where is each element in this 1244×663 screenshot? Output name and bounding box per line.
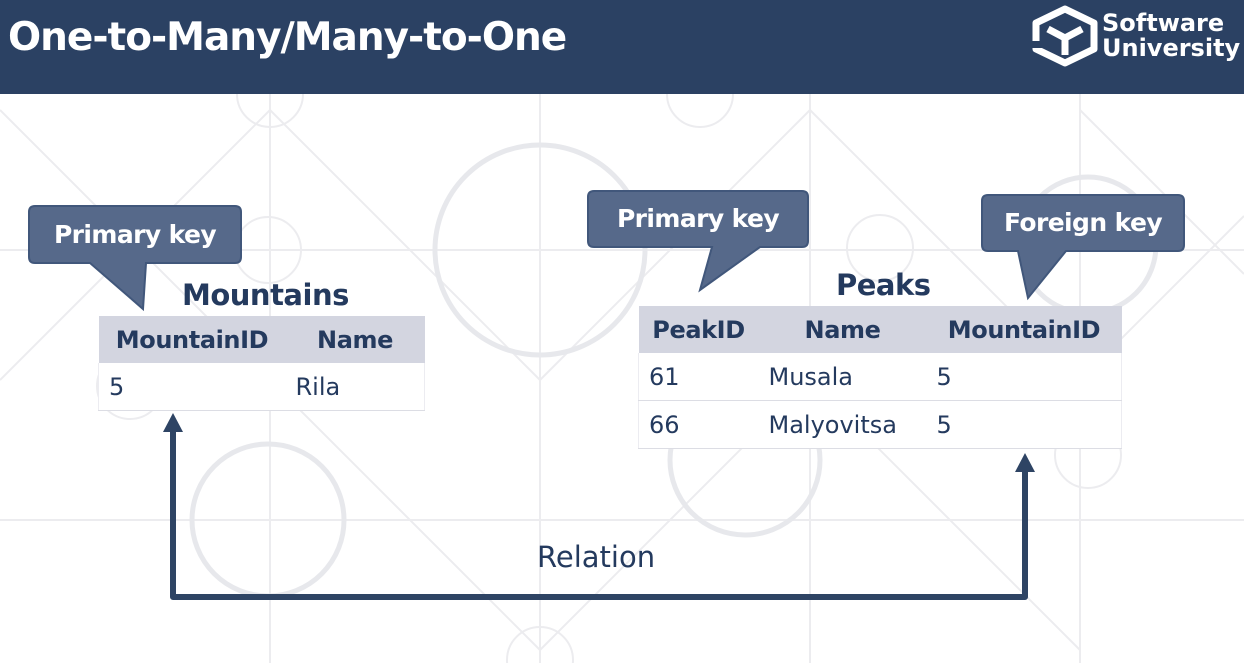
relation-label: Relation [537,540,656,574]
slide-title: One-to-Many/Many-to-One [8,15,567,60]
peaks-cell-mountain-id: 5 [926,400,1122,449]
peaks-primary-key-label: Primary key [616,204,780,233]
peaks-header-row: PeakID Name MountainID [638,306,1122,353]
mountains-column-header: MountainID [98,316,286,363]
mountains-table-title: Mountains [182,278,349,312]
peaks-column-header: Name [758,306,927,353]
peaks-cell-peak-id: 61 [638,353,759,401]
slide-header: One-to-Many/Many-to-One Software Univers… [0,0,1244,94]
table-row: 66 Malyovitsa 5 [638,400,1122,449]
peaks-cell-name: Malyovitsa [758,400,927,449]
logo-line-2: University [1102,34,1241,62]
table-row: 61 Musala 5 [638,353,1122,401]
mountains-primary-key-label: Primary key [53,220,217,249]
peaks-foreign-key-label: Foreign key [1003,208,1163,237]
peaks-cell-mountain-id: 5 [926,353,1122,401]
logo-wordmark: Software University [1102,11,1240,61]
peaks-foreign-key-callout: Foreign key [981,194,1185,301]
callout-bubble-shape [981,194,1185,301]
mountains-column-header: Name [285,316,425,363]
callout-bubble-shape [587,190,809,293]
peaks-column-header: PeakID [638,306,759,353]
mountains-primary-key-callout: Primary key [28,205,242,312]
peaks-cell-peak-id: 66 [638,400,759,449]
mountains-table: MountainID Name 5 Rila [98,316,425,411]
peaks-table: PeakID Name MountainID 61 Musala 5 66 Ma… [638,306,1122,449]
softuni-cube-icon [1030,5,1098,67]
peaks-column-header: MountainID [926,306,1122,353]
peaks-cell-name: Musala [758,353,927,401]
peaks-primary-key-callout: Primary key [587,190,809,293]
callout-bubble-shape [28,205,242,312]
mountains-cell-name: Rila [285,363,425,411]
table-row: 5 Rila [98,363,425,411]
mountains-cell-mountain-id: 5 [98,363,286,411]
softuni-logo: Software University [1030,5,1240,67]
mountains-header-row: MountainID Name [98,316,425,363]
logo-line-1: Software [1102,9,1225,37]
peaks-table-title: Peaks [836,268,931,302]
